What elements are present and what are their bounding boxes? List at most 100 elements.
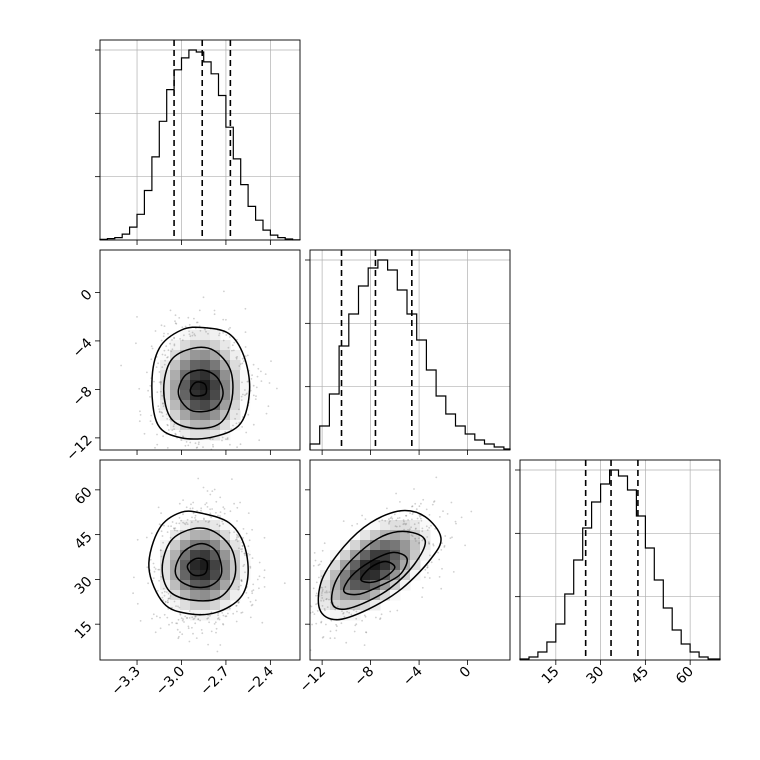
scatter-point [212,480,214,482]
scatter-point [184,523,187,526]
scatter-point [176,529,179,532]
scatter-point [174,527,177,530]
scatter-point [421,530,424,533]
scatter-point [235,604,238,607]
density-cell [210,520,221,531]
scatter-point [162,415,164,417]
scatter-point [224,431,227,433]
scatter-point [176,628,179,631]
density-layer [160,330,431,621]
scatter-point [411,505,414,507]
scatter-point [321,590,324,593]
scatter-point [442,510,444,513]
density-cell [400,520,411,531]
scatter-point [136,538,139,541]
scatter-point [173,527,175,530]
density-cell [180,550,191,561]
scatter-point [389,610,392,613]
scatter-point [158,523,161,526]
contour-2-level-2 [330,530,427,611]
density-cell [200,330,211,341]
scatter-point [212,445,215,448]
scatter-point [193,317,195,320]
scatter-point [194,519,197,521]
density-cell [240,400,251,411]
scatter-points-2 [296,476,473,652]
scatter-point [182,435,184,438]
scatter-point [195,637,198,639]
scatter-point [416,517,419,520]
scatter-point [248,539,251,542]
scatter-point [157,506,160,509]
scatter-point [208,520,211,523]
scatter-point [202,446,204,448]
scatter-point [243,360,245,363]
scatter-point [197,618,200,621]
density-cell [190,600,201,611]
scatter-point [167,601,169,603]
histogram-param-2 [519,469,721,660]
scatter-point [167,525,170,528]
density-cell [220,360,231,371]
density-cell [320,580,331,591]
scatter-point [418,505,421,508]
scatter-point [258,439,261,442]
density-cell [320,600,331,611]
scatter-point [207,332,209,335]
scatter-point [363,614,366,617]
density-cell [180,420,191,431]
scatter-point [241,545,244,548]
scatter-point [268,382,271,384]
scatter-point [179,613,182,615]
scatter-point [296,597,298,599]
scatter-point [428,541,430,544]
scatter-point [173,343,176,346]
scatter-point [246,354,249,357]
scatter-point [242,565,245,567]
density-cell [160,550,171,561]
scatter-point [161,394,164,397]
scatter-point [352,609,355,611]
scatter-point [151,347,154,350]
scatter-point [426,529,429,531]
scatter-point [428,542,431,545]
density-cell [360,570,371,581]
scatter-point [430,524,432,527]
density-cell [370,520,381,531]
scatter-point [186,475,188,477]
scatter-point [312,587,315,590]
scatter-point [257,367,260,370]
scatter-point [454,520,457,523]
scatter-point [160,555,163,558]
scatter-point [420,517,422,520]
density-cell [210,400,221,411]
density-cell [190,580,201,591]
density-cell [220,390,231,401]
scatter-point [182,618,185,620]
scatter-point [138,387,141,390]
scatter-point [243,563,246,566]
scatter-point [167,592,170,595]
scatter-point [245,532,248,535]
scatter-point [411,513,414,515]
density-cell [210,350,221,361]
density-cell [330,550,341,561]
scatter-point [201,632,204,635]
scatter-point [414,502,417,505]
scatter-point [236,610,238,613]
scatter-point [238,601,240,603]
scatter-point [188,617,191,619]
scatter-point [154,330,157,332]
scatter-point [163,325,166,327]
scatter-point [200,509,202,512]
scatter-point [193,617,196,620]
scatter-point [409,512,411,514]
scatter-point [470,510,473,513]
density-cell [200,550,211,561]
density-cell [160,570,171,581]
scatter-point [428,577,431,579]
scatter-point [161,353,164,356]
scatter-point [166,447,169,449]
density-cell [230,420,241,431]
scatter-point [239,501,242,504]
